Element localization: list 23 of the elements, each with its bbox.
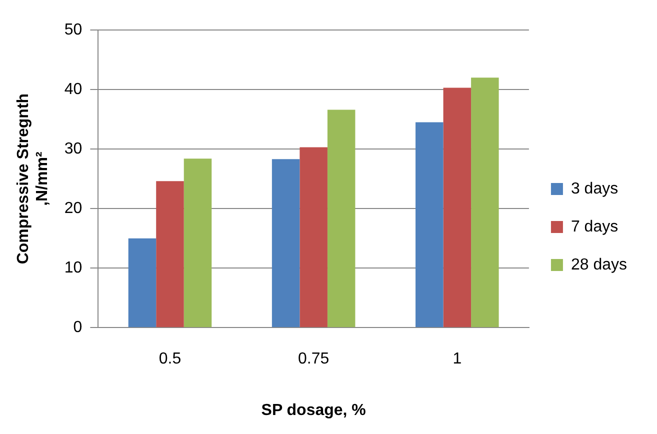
x-tick-label: 1	[452, 350, 462, 368]
y-tick-label: 10	[64, 259, 82, 276]
legend-label: 3 days	[570, 180, 618, 198]
bar	[128, 238, 156, 328]
y-tick-label: 0	[73, 319, 82, 336]
y-tick-label: 30	[64, 140, 82, 158]
x-tick-label: 0.75	[298, 350, 330, 368]
bar	[327, 110, 356, 328]
legend-label: 7 days	[570, 218, 618, 236]
bar	[416, 122, 444, 328]
y-tick-label: 40	[64, 80, 82, 98]
bar	[471, 78, 499, 328]
y-tick-label: 20	[64, 200, 82, 217]
x-axis-title: SP dosage, %	[261, 402, 366, 419]
bar	[156, 181, 184, 328]
bar	[300, 147, 328, 328]
bar	[184, 158, 212, 328]
x-tick-label: 0.5	[158, 350, 182, 368]
y-axis-title: Compressive Stregnth ,N/mm²	[15, 93, 52, 264]
y-tick-label: 50	[64, 21, 82, 38]
bar	[443, 88, 472, 328]
bar	[272, 159, 300, 328]
legend-label: 28 days	[570, 256, 628, 274]
